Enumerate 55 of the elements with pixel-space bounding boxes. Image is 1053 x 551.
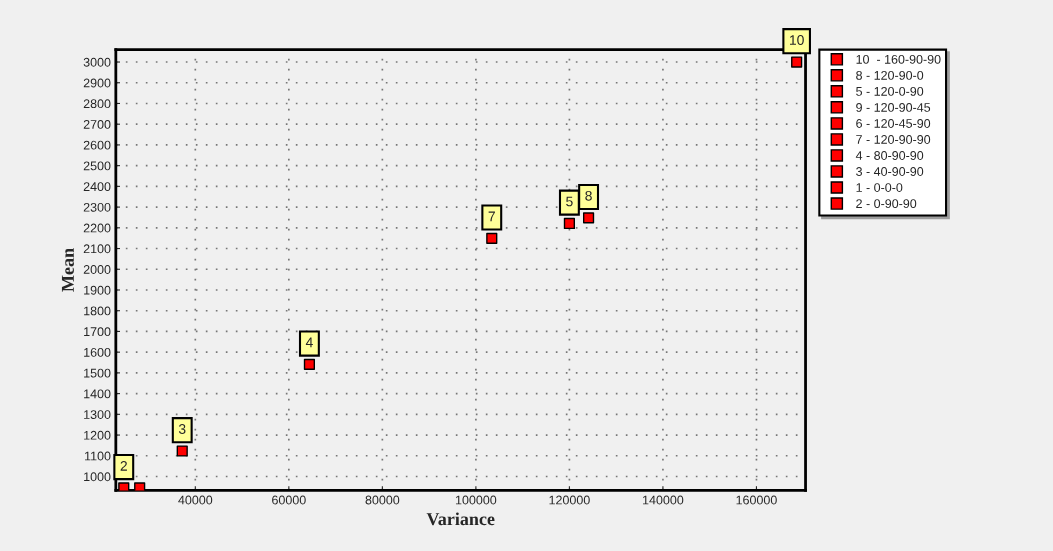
legend-label: 6 - 120-45-90 xyxy=(856,119,931,128)
legend-label: 7 - 120-90-90 xyxy=(856,135,931,144)
y-tick-label: 2400 xyxy=(83,182,111,192)
annotation: 4 xyxy=(305,337,313,348)
legend-label: 5 - 120-0-90 xyxy=(856,86,924,96)
y-tick-label: 1100 xyxy=(85,451,111,461)
point xyxy=(486,232,498,244)
x-tick-label: 100000 xyxy=(455,495,497,505)
y-tick-label: 2500 xyxy=(83,161,111,171)
x-tick-label: 120000 xyxy=(549,495,590,505)
point xyxy=(176,445,188,457)
y-tick-label: 2000 xyxy=(83,265,111,274)
annotation: 10 xyxy=(790,35,804,45)
point xyxy=(582,212,595,224)
y-tick-label: 2200 xyxy=(83,223,111,233)
y-tick-label: 1600 xyxy=(84,347,111,357)
point xyxy=(303,358,316,370)
x-tick-label: 160000 xyxy=(736,495,777,505)
y-tick-label: 3000 xyxy=(83,57,111,67)
y-tick-label: 1400 xyxy=(84,389,111,399)
annotation: 7 xyxy=(488,211,495,222)
annotation: 2 xyxy=(120,460,127,471)
x-tick-label: 60000 xyxy=(272,495,306,505)
y-tick-label: 1700 xyxy=(84,327,111,337)
y-tick-label: 1300 xyxy=(84,410,111,419)
y-tick-label: 1000 xyxy=(84,472,111,482)
y-tick-label: 2100 xyxy=(83,244,111,254)
legend-label: 9 - 120-90-45 xyxy=(856,103,931,112)
y-tick-label: 1800 xyxy=(84,306,111,316)
point xyxy=(563,217,576,230)
legend-label: 4 - 80-90-90 xyxy=(855,151,924,160)
y-tick-label: 2800 xyxy=(83,99,111,109)
x-tick-label: 140000 xyxy=(643,495,684,505)
y-tick-label: 2600 xyxy=(83,140,111,150)
annotation: 5 xyxy=(566,196,573,207)
legend-label: 3 - 40-90-90 xyxy=(856,167,924,176)
x-tick-label: 40000 xyxy=(178,495,213,505)
y-tick-label: 1500 xyxy=(84,368,111,378)
y-tick-label: 2700 xyxy=(83,120,111,129)
legend-label: 1 - 0-0-0 xyxy=(856,183,903,192)
y-tick-label: 2300 xyxy=(83,202,111,212)
x-axis-title: Variance xyxy=(426,512,495,526)
annotation: 8 xyxy=(585,190,592,201)
y-axis-title: Mean xyxy=(61,248,74,292)
legend-label: 2 - 0-90-90 xyxy=(856,199,917,209)
y-tick-label: 1900 xyxy=(84,285,111,295)
point xyxy=(791,56,803,68)
x-tick-label: 80000 xyxy=(365,495,400,505)
point xyxy=(134,482,146,491)
legend-label: 8 - 120-90-0 xyxy=(856,70,924,80)
y-tick-label: 1200 xyxy=(84,430,111,440)
annotation: 3 xyxy=(178,424,186,434)
legend-label: 10 - 160-90-90 xyxy=(856,54,941,64)
y-tick-label: 2900 xyxy=(83,78,111,88)
point xyxy=(118,482,130,491)
